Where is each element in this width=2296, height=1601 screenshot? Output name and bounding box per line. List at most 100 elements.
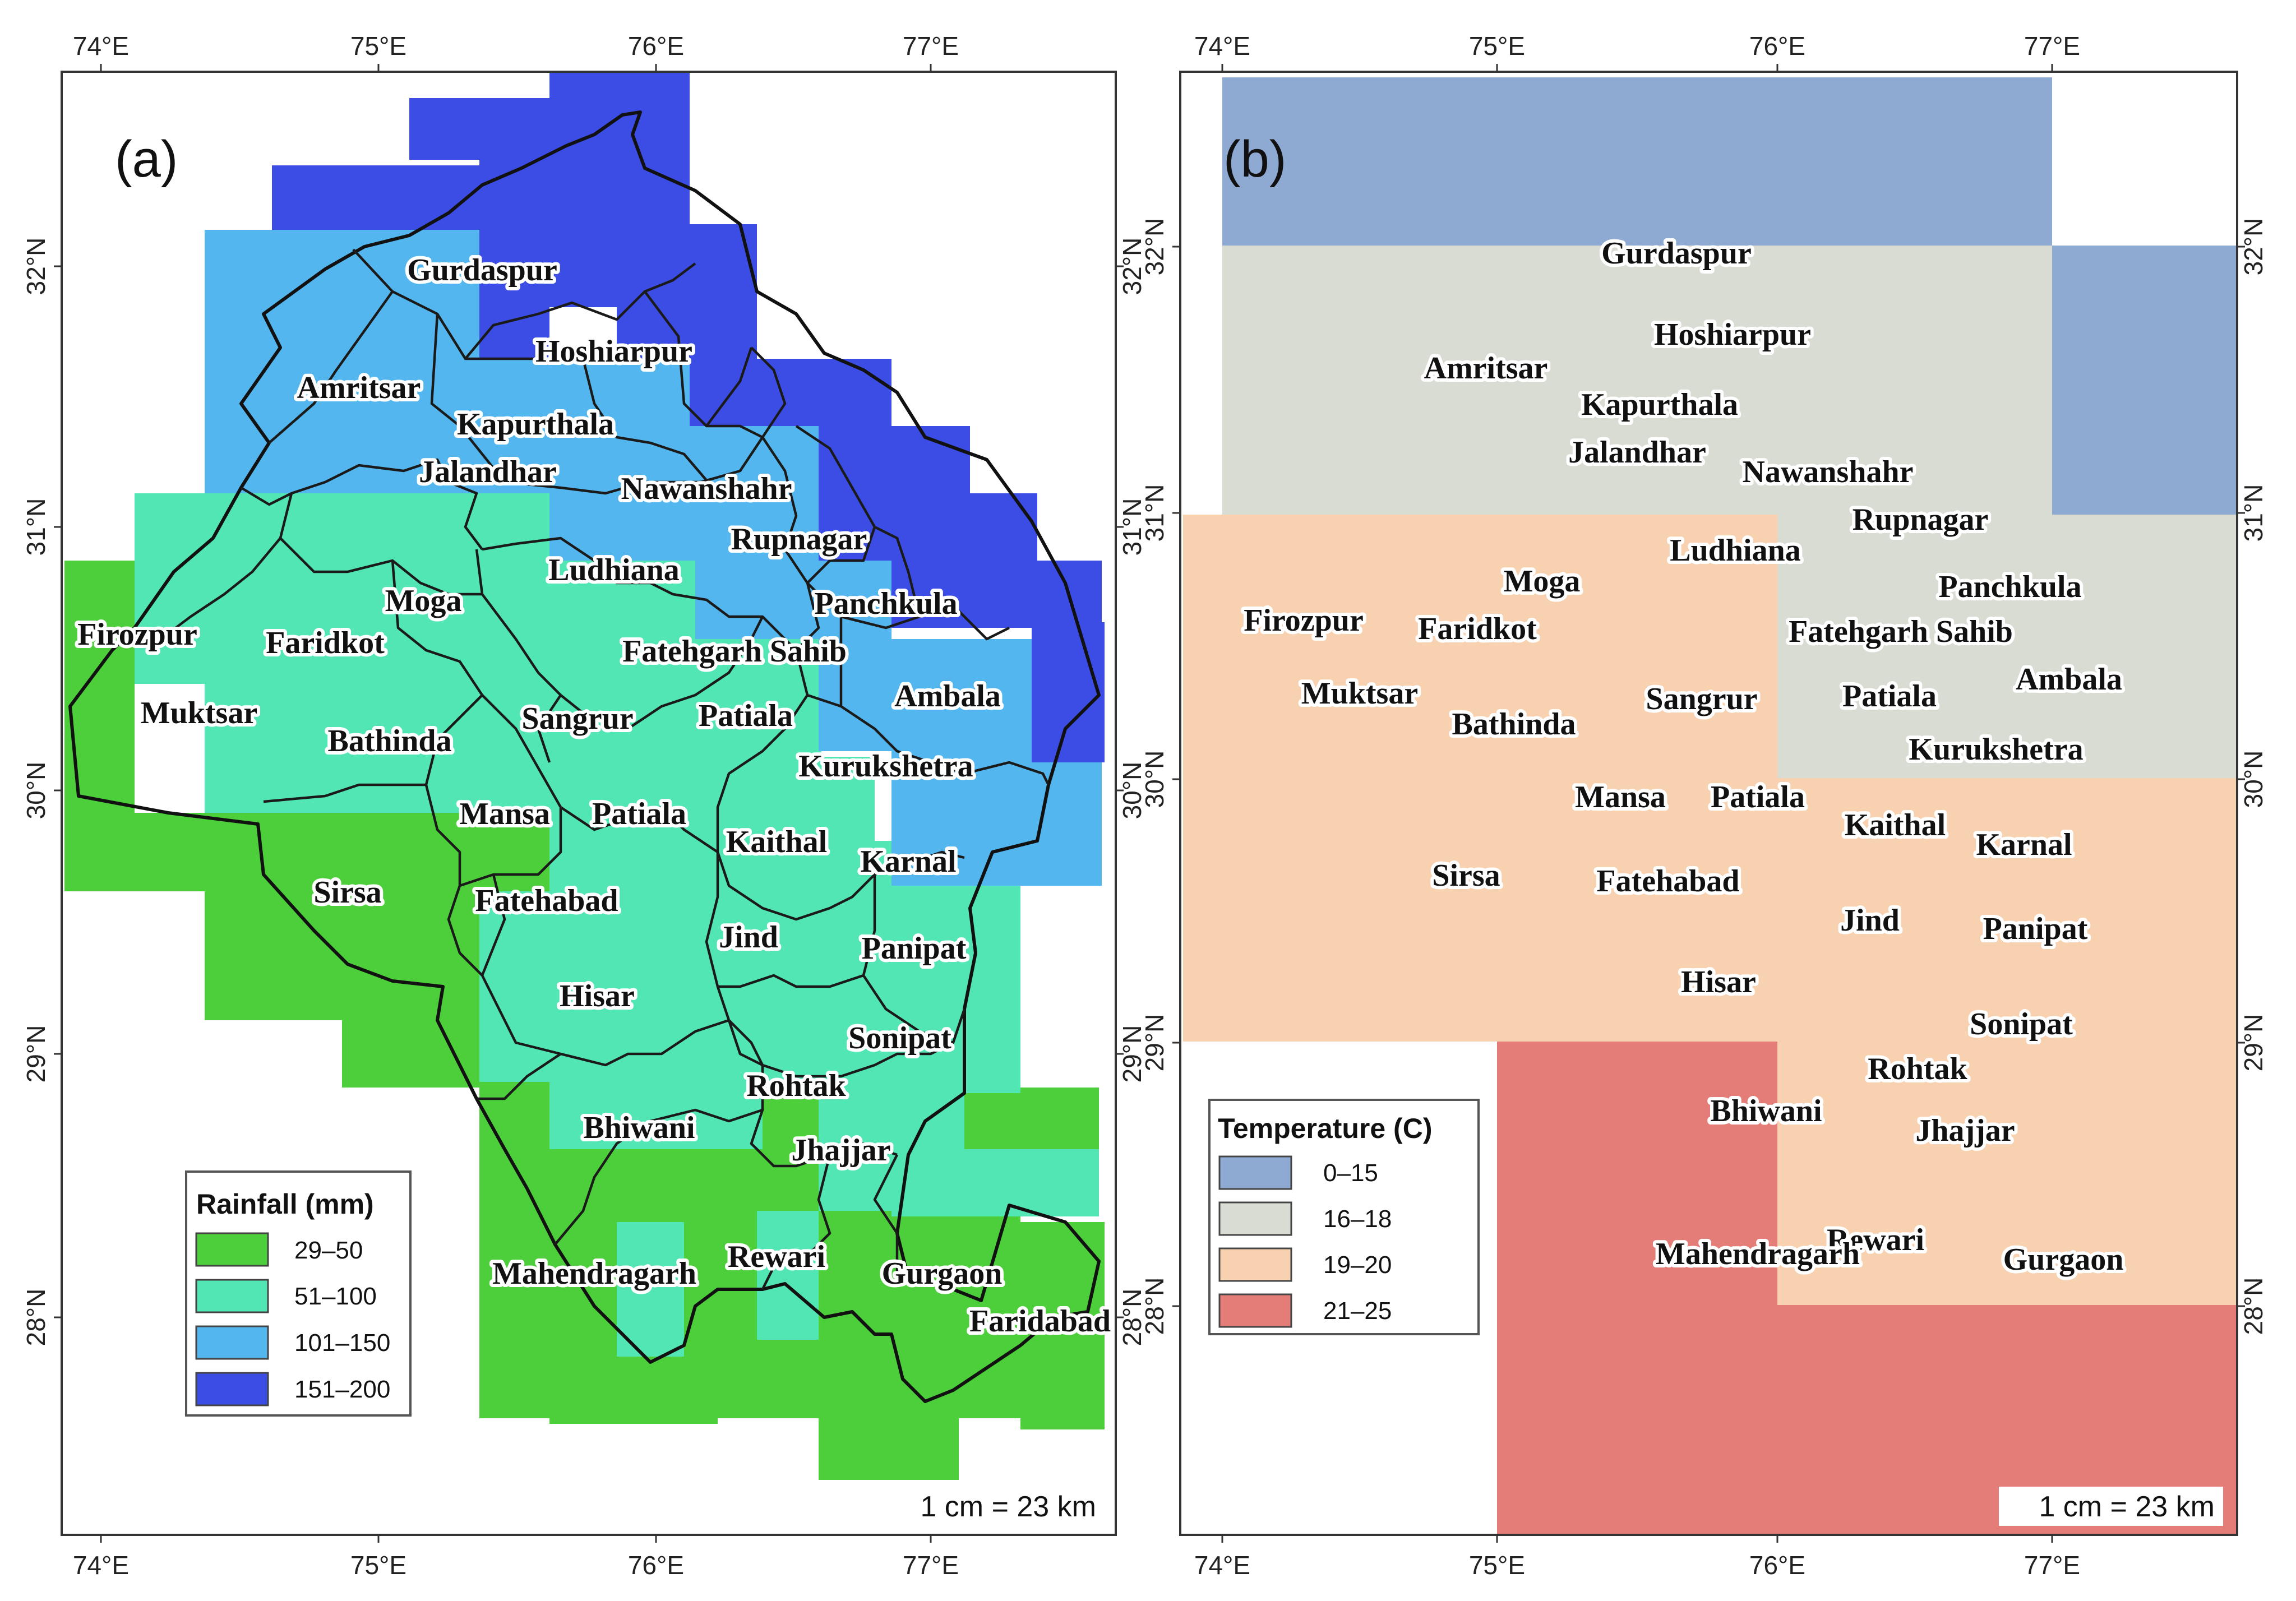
rainfall-cell — [205, 813, 482, 1020]
district-label-sirsa: Sirsa — [313, 875, 381, 910]
panel-a-letter: (a) — [115, 131, 178, 188]
rainfall-cell — [64, 813, 205, 891]
temperature-cell — [1497, 1305, 1777, 1535]
legend-swatch-21-25 — [1218, 1293, 1292, 1328]
district-label-jalandhar: Jalandhar — [1568, 435, 1706, 470]
panel-b-district-labels: Gurdaspur Hoshiarpur Amritsar Kapurthala Jal… — [1240, 233, 2127, 1280]
panel-a-scale: 1 cm = 23 km — [920, 1491, 1096, 1523]
district-label-gurdaspur: Gurdaspur — [1601, 236, 1752, 271]
legend-label-16-18: 16–18 — [1323, 1205, 1392, 1233]
district-label-ambala: Ambala — [894, 679, 1001, 714]
district-label-rupnagar: Rupnagar — [731, 522, 867, 557]
district-label-nawanshahr: Nawanshahr — [621, 471, 792, 506]
district-label-gurgaon: Gurgaon — [882, 1256, 1003, 1291]
rainfall-cell — [272, 165, 479, 230]
lon-tick-label-top: 77°E — [2024, 31, 2080, 61]
legend-swatch-51-100 — [195, 1279, 269, 1313]
rainfall-cell — [342, 1020, 482, 1088]
legend-swatch-29-50 — [195, 1232, 269, 1267]
lat-tick-label-right: 31°N — [1117, 498, 1147, 556]
district-label-kurukshetra: Kurukshetra — [798, 749, 973, 784]
district-label-faridkot: Faridkot — [266, 626, 385, 660]
lat-tick-label-left: 30°N — [21, 762, 50, 820]
rainfall-cell — [964, 561, 1102, 622]
rainfall-cell — [819, 1401, 959, 1480]
district-label-jind: Jind — [719, 920, 778, 955]
district-label-bathinda: Bathinda — [328, 724, 452, 758]
legend-swatch-151-200 — [195, 1372, 269, 1406]
lat-tick-label-left: 28°N — [21, 1289, 50, 1346]
district-label-kaithal: Kaithal — [1845, 808, 1946, 843]
temperature-cell — [1497, 1042, 1777, 1305]
state-outline — [68, 110, 1101, 1403]
temperature-cell — [1183, 515, 1777, 1042]
legend-label-51-100: 51–100 — [294, 1283, 377, 1310]
district-label-hoshiarpur: Hoshiarpur — [535, 334, 692, 369]
district-label-patiala: Patiala — [1711, 780, 1805, 815]
district-label-kaithal: Kaithal — [726, 825, 827, 859]
district-label-fatehabad: Fatehabad — [1596, 864, 1739, 899]
district-label-mansa: Mansa — [459, 797, 550, 831]
rainfall-cell — [135, 493, 275, 684]
lon-tick-label-bottom: 77°E — [2024, 1551, 2080, 1580]
district-label-mansa: Mansa — [1575, 780, 1666, 815]
panel-a-ticks: 74°E 74°E 75°E 75°E 76°E 76°E 77°E 77°E 32°N 32°N… — [21, 31, 1147, 1580]
lat-tick-label-left: 31°N — [1140, 484, 1169, 542]
panel-a-rainfall-map: 74°E 74°E 75°E 75°E 76°E 76°E 77°E 77°E 32°N 32°N… — [21, 31, 1147, 1580]
temperature-cell — [2052, 515, 2237, 778]
district-label-hoshiarpur: Hoshiarpur — [1654, 317, 1811, 352]
lat-tick-label-left: 28°N — [1140, 1278, 1169, 1335]
lat-tick-label-left: 32°N — [1140, 218, 1169, 276]
rainfall-cell — [1032, 622, 1105, 762]
district-label-bathinda: Bathinda — [1452, 707, 1576, 742]
legend-swatch-19-20 — [1218, 1247, 1292, 1282]
panel-a-district-labels: Gurdaspur Hoshiarpur Amritsar Kapurthala Jal… — [74, 249, 1114, 1342]
lat-tick-label-left: 30°N — [1140, 751, 1169, 808]
district-label-rohtak: Rohtak — [1868, 1052, 1967, 1086]
legend-swatch-0-15 — [1218, 1155, 1292, 1190]
district-label-rewari: Rewari — [728, 1239, 825, 1274]
district-label-panchkula: Panchkula — [814, 586, 957, 621]
lat-tick-label-right: 29°N — [1117, 1025, 1147, 1083]
lon-tick-label-bottom: 75°E — [1469, 1551, 1525, 1580]
district-label-ludhiana: Ludhiana — [548, 553, 680, 587]
district-label-hisar: Hisar — [560, 979, 635, 1014]
rainfall-cell — [953, 1289, 1037, 1418]
district-label-panipat: Panipat — [1983, 911, 2088, 946]
lat-tick-label-right: 31°N — [2239, 484, 2268, 542]
district-label-kapurthala: Kapurthala — [457, 407, 614, 442]
legend-label-101-150: 101–150 — [294, 1329, 390, 1357]
temperature-cell — [1777, 515, 2052, 778]
district-label-kapurthala: Kapurthala — [1581, 387, 1738, 422]
rainfall-cell — [891, 1149, 1099, 1216]
lon-tick-label-top: 74°E — [73, 31, 129, 61]
legend-swatch-101-150 — [195, 1325, 269, 1360]
lat-tick-label-right: 32°N — [1117, 238, 1147, 295]
lat-tick-label-right: 29°N — [2239, 1014, 2268, 1072]
district-label-faridkot: Faridkot — [1418, 612, 1537, 646]
district-label-fatehgarh-sahib: Fatehgarh Sahib — [1789, 614, 2013, 649]
lon-tick-label-top: 77°E — [903, 31, 959, 61]
district-label-patiala: Patiala — [699, 698, 793, 733]
district-label-panchkula: Panchkula — [1938, 570, 2081, 604]
district-label-sonipat: Sonipat — [848, 1021, 951, 1056]
temperature-cell — [1777, 778, 2237, 1305]
lat-tick-label-left: 29°N — [1140, 1014, 1169, 1072]
temperature-grid — [1183, 77, 2237, 1535]
district-label-gurgaon: Gurgaon — [2003, 1242, 2124, 1277]
lat-tick-label-right: 28°N — [2239, 1278, 2268, 1335]
lon-tick-label-top: 76°E — [1749, 31, 1805, 61]
district-label-firozpur: Firozpur — [1244, 603, 1364, 638]
district-label-rewari: Rewari — [1827, 1223, 1924, 1257]
district-label-bhiwani: Bhiwani — [1710, 1094, 1822, 1128]
lon-tick-label-bottom: 75°E — [350, 1551, 406, 1580]
district-label-firozpur: Firozpur — [77, 617, 197, 652]
district-label-karnal: Karnal — [1976, 827, 2072, 862]
district-label-amritsar: Amritsar — [297, 371, 421, 405]
district-label-karnal: Karnal — [860, 844, 956, 879]
temperature-legend: Temperature (C) 0–15 16–18 19–20 21–25 — [1208, 1099, 1480, 1335]
legend-label-21-25: 21–25 — [1323, 1297, 1392, 1325]
temperature-legend-title: Temperature (C) — [1218, 1113, 1432, 1144]
district-label-kurukshetra: Kurukshetra — [1909, 732, 2083, 767]
